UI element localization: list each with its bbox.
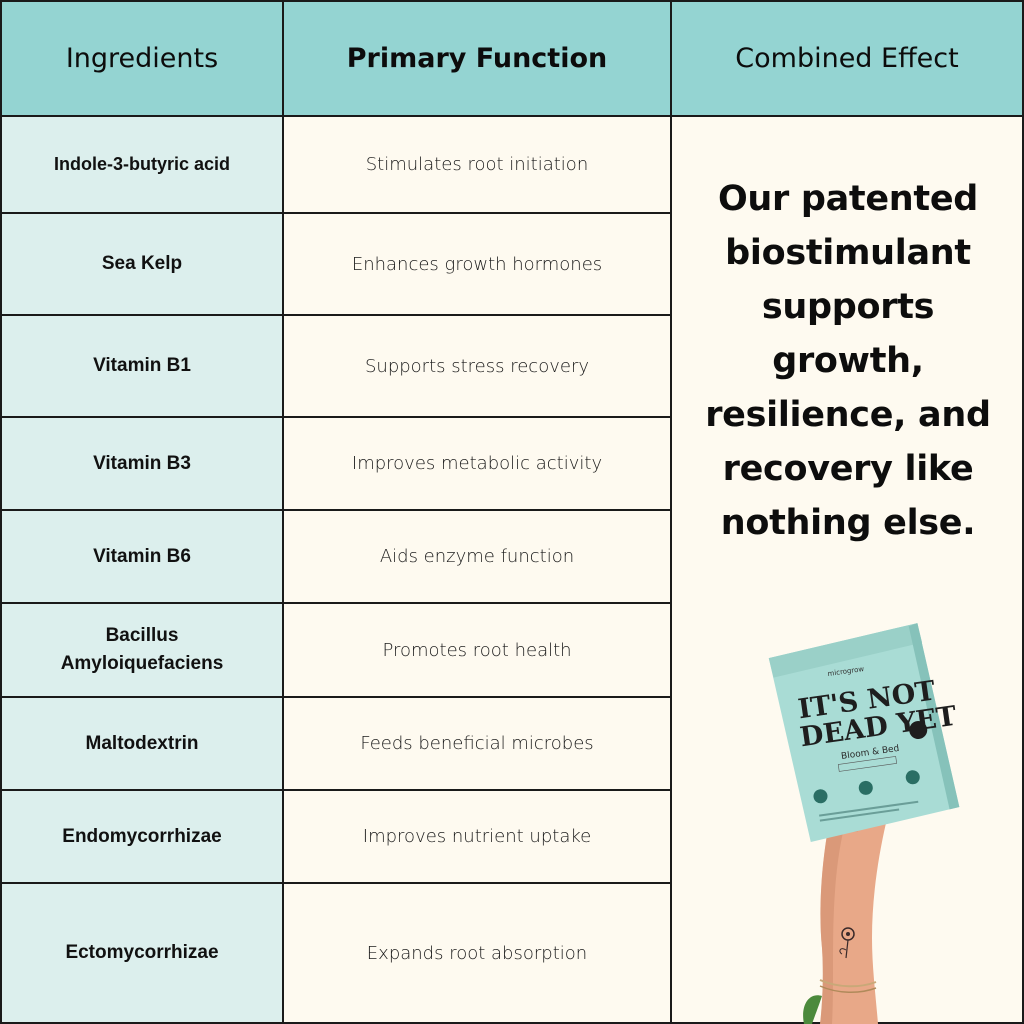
function-cell: Improves nutrient uptake	[284, 791, 670, 882]
ingredient-cell: Vitamin B1	[2, 316, 282, 416]
ingredient-cell: Indole-3-butyric acid	[2, 117, 282, 212]
function-cell: Expands root absorption	[284, 884, 670, 1022]
function-cell: Promotes root health	[284, 604, 670, 696]
function-cell: Supports stress recovery	[284, 316, 670, 416]
ingredient-cell: Bacillus Amyloiquefaciens	[2, 604, 282, 696]
ingredient-cell: Ectomycorrhizae	[2, 884, 282, 1022]
function-cell: Stimulates root initiation	[284, 117, 670, 212]
ingredient-cell: Vitamin B3	[2, 418, 282, 509]
ingredient-line: Bacillus	[105, 625, 179, 647]
function-cell: Enhances growth hormones	[284, 214, 670, 314]
header-primary-function: Primary Function	[284, 2, 670, 115]
ingredient-cell: Sea Kelp	[2, 214, 282, 314]
ingredient-line: Amyloiquefaciens	[60, 653, 224, 674]
product-pouch-in-hand-image: microgrow IT'S NOT DEAD YET Bloom & Bed	[768, 623, 960, 1024]
ingredient-cell: Maltodextrin	[2, 698, 282, 789]
function-cell: Improves metabolic activity	[284, 418, 670, 509]
function-cell: Feeds beneficial microbes	[284, 698, 670, 789]
function-cell: Aids enzyme function	[284, 511, 670, 602]
ingredient-cell: Endomycorrhizae	[2, 791, 282, 882]
header-combined-effect: Combined Effect	[672, 2, 1022, 115]
combined-effect-text: Our patented biostimulant supports growt…	[705, 179, 991, 543]
ingredient-cell: Vitamin B6	[2, 511, 282, 602]
header-ingredients: Ingredients	[2, 2, 282, 115]
